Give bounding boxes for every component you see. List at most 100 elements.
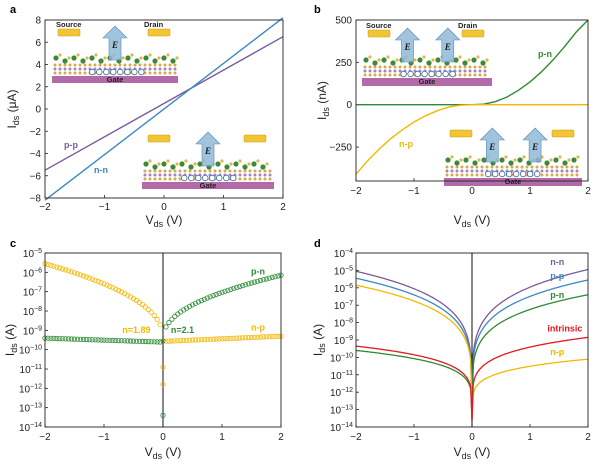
lattice-atom [473,65,477,69]
y-axis-label: Ids (nA) [315,81,331,120]
lattice-atom [448,65,452,69]
data-point [216,336,222,342]
x-tick-label: −2 [39,202,51,213]
y-tick-label: 10−7 [334,300,353,312]
y-tick-label: 10−7 [23,287,42,299]
data-point [251,334,258,340]
charge-circle [188,174,195,182]
top-atom [62,58,68,64]
lattice-atom [83,67,87,71]
lattice-atom [143,169,147,173]
data-point [175,338,181,344]
top-atom [386,55,390,59]
data-point [243,335,249,341]
lattice-atom [575,169,579,173]
top-atom [247,162,251,166]
x-tick-label: 2 [585,432,591,443]
top-atom [468,155,472,159]
data-point [272,274,278,280]
data-point [228,286,234,292]
charge-circle [428,70,435,78]
series-label-intrinsic: intrinsic [547,323,582,333]
field-label: E [531,142,538,152]
lattice-atom [418,65,422,69]
y-tick-label: 10−8 [23,306,42,318]
top-atom [170,164,176,170]
field-arrow-icon [394,27,421,63]
lattice-atom [460,173,464,177]
y-tick-label: −250 [329,143,352,154]
source-electrode [147,134,171,143]
x-tick-label: 2 [585,186,591,197]
top-atom [459,158,463,162]
lattice-atom [460,169,464,173]
top-atom [462,60,468,66]
data-point [260,277,266,283]
x-tick-label: −1 [99,202,111,213]
data-point [172,338,178,344]
lattice-atom [460,165,464,169]
lattice-atom [468,69,472,73]
annotation-n=2.1: n=2.1 [171,325,194,335]
lattice-atom [490,169,494,173]
data-point [66,268,72,274]
lattice-atom [540,169,544,173]
lattice-atom [253,173,257,177]
data-point [157,322,163,328]
y-tick-label: 4 [35,60,41,71]
top-atom [426,60,432,66]
data-point [275,333,281,339]
top-atom [148,159,152,163]
y-tick-label: 10−10 [330,352,353,364]
gate-bar [142,182,274,189]
lattice-atom [438,65,442,69]
y-tick-label: 10−12 [330,387,353,399]
lattice-atom [173,71,177,75]
top-atom [458,55,462,59]
gate-label: Gate [505,177,522,186]
data-point [119,338,125,344]
data-point [213,291,219,298]
lattice-atom [550,173,554,177]
lattice-atom [153,169,157,173]
y-tick-label: 2 [35,82,41,93]
lattice-atom [423,65,427,69]
gate-label: Gate [200,181,217,190]
top-atom [499,157,505,163]
lattice-atom [458,65,462,69]
panel-label-a: a [10,4,17,16]
series-label-n-p: n-p [550,347,564,357]
lattice-atom [268,177,272,181]
top-atom [242,164,248,170]
top-atom [453,57,459,63]
data-point [57,335,63,342]
field-label: E [204,146,211,156]
gate-bar [362,78,492,86]
data-point [231,335,237,341]
data-point [263,334,269,340]
data-point [142,338,148,345]
lattice-atom [465,165,469,169]
data-point [237,283,243,290]
lattice-atom [63,67,67,71]
lattice-atom [388,65,392,69]
y-tick-label: 6 [35,38,41,49]
lattice-atom [470,173,474,177]
data-point [95,278,101,284]
y-tick-label: 10−14 [330,422,353,434]
lattice-atom [173,67,177,71]
lattice-atom [468,65,472,69]
top-atom [467,58,471,62]
lattice-atom [515,165,519,169]
top-atom [477,158,481,162]
charge-circle [484,170,492,178]
data-point [266,334,272,340]
data-point [113,337,119,344]
data-point [207,294,213,300]
panel-label-b: b [314,4,321,16]
source-electrode [367,29,391,38]
lattice-atom [148,67,152,71]
top-atom [517,157,523,163]
data-point [66,336,72,342]
data-point [163,324,169,330]
